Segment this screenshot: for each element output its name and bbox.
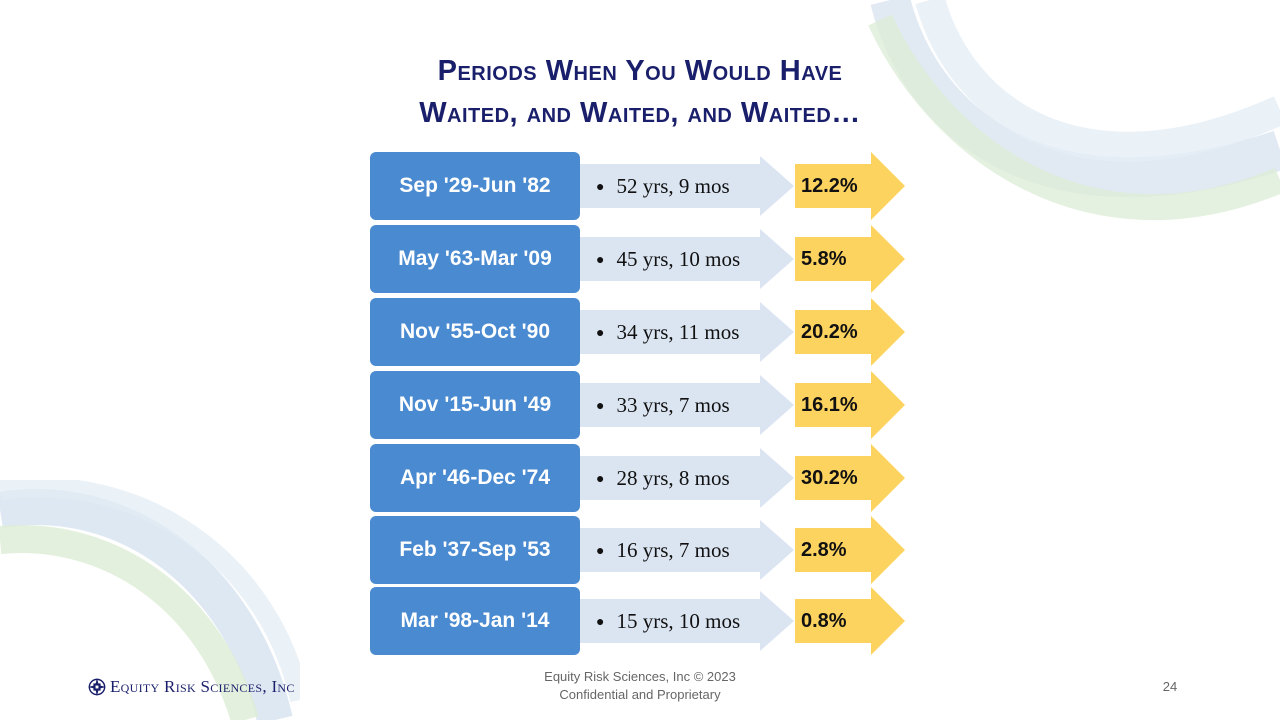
return-value: 0.8% — [801, 609, 847, 632]
duration-item: ● 52 yrs, 9 mos — [596, 174, 730, 199]
bullet-icon: ● — [596, 543, 605, 559]
duration-arrow: ● 15 yrs, 10 mos — [580, 591, 794, 651]
duration-text: 52 yrs, 9 mos — [616, 173, 730, 198]
period-row: Nov '15-Jun '49 ● 33 yrs, 7 mos 16.1% — [370, 371, 910, 439]
return-value: 12.2% — [801, 174, 858, 197]
return-value: 16.1% — [801, 393, 858, 416]
bullet-icon: ● — [596, 179, 605, 195]
duration-item: ● 34 yrs, 11 mos — [596, 320, 739, 345]
page-number: 24 — [1162, 679, 1178, 694]
period-label: Apr '46-Dec '74 — [370, 444, 580, 512]
bullet-icon: ● — [596, 614, 605, 630]
duration-arrow: ● 16 yrs, 7 mos — [580, 520, 794, 580]
confidential-text: Confidential and Proprietary — [559, 687, 721, 702]
return-arrow: 12.2% — [795, 152, 905, 220]
return-arrow: 30.2% — [795, 444, 905, 512]
return-value: 30.2% — [801, 466, 858, 489]
duration-item: ● 33 yrs, 7 mos — [596, 393, 730, 418]
return-arrow: 20.2% — [795, 298, 905, 366]
slide-title-line-2: Waited, and Waited, and Waited… — [419, 97, 861, 129]
company-logo: Equity Risk Sciences, Inc — [88, 676, 295, 698]
duration-text: 16 yrs, 7 mos — [616, 537, 730, 562]
duration-item: ● 45 yrs, 10 mos — [596, 247, 740, 272]
period-label: Nov '55-Oct '90 — [370, 298, 580, 366]
bullet-icon: ● — [596, 252, 605, 268]
duration-arrow: ● 45 yrs, 10 mos — [580, 229, 794, 289]
duration-arrow: ● 52 yrs, 9 mos — [580, 156, 794, 216]
return-arrow: 2.8% — [795, 516, 905, 584]
period-row: Apr '46-Dec '74 ● 28 yrs, 8 mos 30.2% — [370, 444, 910, 512]
duration-item: ● 28 yrs, 8 mos — [596, 466, 730, 491]
period-row: Mar '98-Jan '14 ● 15 yrs, 10 mos 0.8% — [370, 587, 910, 655]
return-arrow: 16.1% — [795, 371, 905, 439]
bullet-icon: ● — [596, 471, 605, 487]
company-logo-text: Equity Risk Sciences, Inc — [110, 677, 295, 696]
duration-item: ● 16 yrs, 7 mos — [596, 538, 730, 563]
copyright-text: Equity Risk Sciences, Inc © 2023 — [544, 669, 736, 684]
duration-text: 15 yrs, 10 mos — [616, 608, 741, 633]
period-row: Feb '37-Sep '53 ● 16 yrs, 7 mos 2.8% — [370, 516, 910, 584]
return-value: 5.8% — [801, 247, 847, 270]
period-label: Mar '98-Jan '14 — [370, 587, 580, 655]
return-arrow: 0.8% — [795, 587, 905, 655]
period-label: Nov '15-Jun '49 — [370, 371, 580, 439]
duration-text: 33 yrs, 7 mos — [616, 392, 730, 417]
period-row: Nov '55-Oct '90 ● 34 yrs, 11 mos 20.2% — [370, 298, 910, 366]
duration-arrow: ● 33 yrs, 7 mos — [580, 375, 794, 435]
compass-star-logo-icon — [88, 678, 106, 696]
duration-text: 28 yrs, 8 mos — [616, 465, 730, 490]
slide-title-line-1: Periods When You Would Have — [437, 55, 843, 87]
return-value: 2.8% — [801, 538, 847, 561]
footer-copyright: Equity Risk Sciences, Inc © 2023 Confide… — [490, 668, 790, 704]
duration-arrow: ● 28 yrs, 8 mos — [580, 448, 794, 508]
period-row: May '63-Mar '09 ● 45 yrs, 10 mos 5.8% — [370, 225, 910, 293]
duration-item: ● 15 yrs, 10 mos — [596, 609, 740, 634]
period-label: Feb '37-Sep '53 — [370, 516, 580, 584]
duration-arrow: ● 34 yrs, 11 mos — [580, 302, 794, 362]
duration-text: 34 yrs, 11 mos — [616, 319, 740, 344]
bullet-icon: ● — [596, 398, 605, 414]
period-label: Sep '29-Jun '82 — [370, 152, 580, 220]
return-value: 20.2% — [801, 320, 858, 343]
slide-title: Periods When You Would Have Waited, and … — [290, 50, 990, 134]
bullet-icon: ● — [596, 325, 605, 341]
period-row: Sep '29-Jun '82 ● 52 yrs, 9 mos 12.2% — [370, 152, 910, 220]
period-label: May '63-Mar '09 — [370, 225, 580, 293]
return-arrow: 5.8% — [795, 225, 905, 293]
duration-text: 45 yrs, 10 mos — [616, 246, 741, 271]
